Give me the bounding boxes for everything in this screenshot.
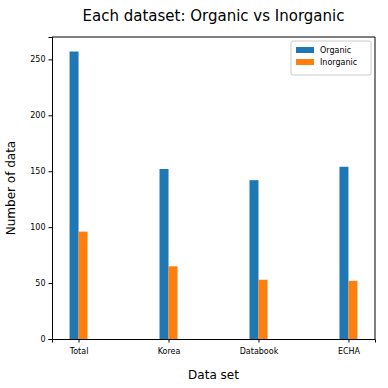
legend-item: Inorganic — [296, 58, 357, 67]
bar — [339, 167, 348, 339]
x-tick-mark — [169, 339, 170, 343]
title: Each dataset: Organic vs Inorganic — [83, 7, 345, 25]
x-tick: ECHA — [338, 339, 361, 356]
y-tick-mark — [49, 339, 53, 340]
y-tick: 250 — [30, 55, 52, 64]
bars — [70, 52, 358, 339]
x-tick-mark — [348, 339, 349, 343]
y-tick-mark — [49, 171, 53, 172]
y-tick-label: 50 — [35, 279, 45, 288]
chart: 0 50 100 150 200 250 Total Korea Databook ECHA Org… — [0, 0, 388, 388]
legend-item: Organic — [296, 46, 351, 55]
y-axis-line — [49, 38, 53, 340]
x-axis: Total Korea Databook ECHA — [53, 339, 376, 356]
x-label: Data set — [188, 368, 239, 382]
y-tick-mark — [49, 115, 53, 116]
x-tick-label: Databook — [240, 347, 279, 356]
y-tick-mark — [49, 283, 53, 284]
bar — [258, 280, 267, 339]
x-tick: Korea — [158, 339, 181, 356]
plot: 0 50 100 150 200 250 Total Korea Databook ECHA Org… — [30, 37, 375, 356]
legend-box — [291, 41, 371, 75]
bar — [249, 180, 258, 339]
bar — [79, 232, 88, 339]
bar — [348, 281, 357, 339]
y-tick-label: 200 — [30, 111, 45, 120]
y-tick-mark — [49, 227, 53, 228]
y-axis: 0 50 100 150 200 250 — [30, 38, 52, 345]
x-tick: Total — [69, 339, 89, 356]
x-tick-mark — [258, 339, 259, 343]
x-tick-label: ECHA — [338, 347, 361, 356]
legend-label: Organic — [320, 46, 351, 55]
frame — [375, 37, 376, 339]
bar — [70, 52, 79, 339]
x-tick-label: Total — [69, 347, 89, 356]
legend-swatch — [296, 59, 314, 65]
x-tick: Databook — [240, 339, 279, 356]
y-tick: 100 — [30, 223, 52, 232]
y-tick: 50 — [35, 279, 52, 288]
y-tick-label: 250 — [30, 55, 45, 64]
x-tick-label: Korea — [158, 347, 181, 356]
y-tick-label: 0 — [40, 335, 45, 344]
bar — [169, 266, 178, 339]
y-tick: 200 — [30, 111, 52, 120]
y-tick: 0 — [40, 335, 52, 344]
y-tick: 150 — [30, 167, 52, 176]
frame — [52, 37, 375, 38]
bar — [160, 169, 169, 339]
legend-label: Inorganic — [320, 58, 357, 67]
legend-swatch — [296, 47, 314, 53]
legend: Organic Inorganic — [291, 41, 371, 75]
x-tick-mark — [79, 339, 80, 343]
y-tick-mark — [49, 59, 53, 60]
y-label: Number of data — [4, 141, 18, 235]
y-tick-label: 100 — [30, 223, 45, 232]
x-axis-line — [53, 340, 376, 343]
y-tick-label: 150 — [30, 167, 45, 176]
